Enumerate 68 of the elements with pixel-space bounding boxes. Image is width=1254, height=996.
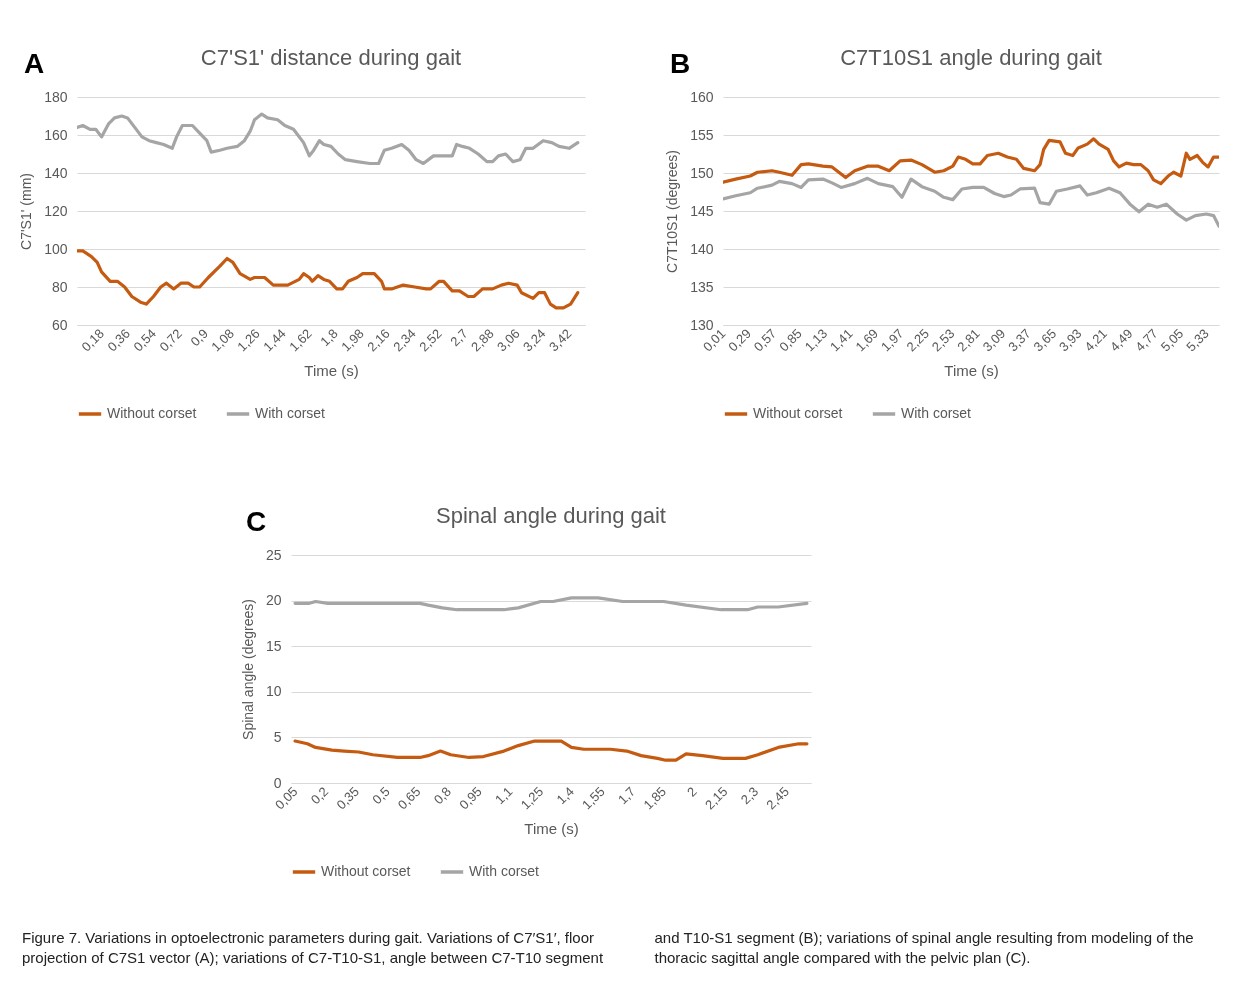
x-axis-title: Time (s) [524,820,579,838]
x-tick-label: 0,72 [156,325,185,355]
x-tick-label: 0,36 [104,325,133,355]
y-tick-label: 135 [690,278,714,295]
y-tick-label: 5 [273,728,282,745]
legend-label: Without corset [321,863,411,879]
x-tick-label: 2 [684,783,700,800]
legend-label: With corset [469,863,540,879]
y-tick-label: 100 [44,240,68,257]
x-tick-label: 1,1 [492,783,516,808]
legend-label: With corset [901,405,972,421]
chart-title: Spinal angle during gait [436,503,666,528]
y-tick-label: 60 [51,316,68,333]
y-tick-label: 120 [44,202,68,219]
y-tick-label: 155 [690,126,714,143]
legend-label: Without corset [107,405,197,421]
x-tick-label: 0,54 [130,325,159,355]
x-tick-label: 1,8 [317,325,341,350]
text: Figure 7. Variations in optoelectronic parameters during gait. Variations of C7′S1′, floor projection of C7S1 vector (A); variations of C7-T10-S1, angle between C7-T10 segment and T10-S1 segment (B); variations of spinal angle resulting from modeling of the thoracic sagittal angle compared with the pelvic plan (C). [22,929,1194,967]
y-tick-label: 140 [690,240,714,257]
x-tick-label: 2,7 [447,325,471,350]
y-axis-title: C7'S1' (mm) [18,173,35,250]
y-axis-title: C7T10S1 (degrees) [664,150,681,273]
y-tick-label: 140 [44,164,68,181]
chart-title: C7'S1' distance during gait [200,45,462,70]
x-tick-label: 2,3 [737,783,762,808]
x-tick-label: 0,29 [725,325,754,355]
y-tick-label: 145 [690,202,714,219]
text: A [24,48,45,80]
x-axis-title: Time (s) [304,362,359,380]
line-series [77,112,580,166]
y-tick-label: 0 [273,774,282,791]
y-tick-label: 15 [265,637,282,654]
y-axis-title: Spinal angle (degrees) [239,599,256,740]
x-tick-label: 0,95 [456,783,485,813]
line-series [77,249,580,310]
y-tick-label: 160 [44,126,68,143]
legend-label: Without corset [753,405,843,421]
x-tick-label: 1,4 [553,783,577,808]
x-tick-label: 0,65 [394,783,424,813]
x-tick-label: 0,8 [430,783,455,808]
x-tick-label: 0,9 [187,325,211,350]
y-tick-label: 130 [690,316,714,333]
x-tick-label: 3,24 [520,325,549,355]
x-tick-label: 3,42 [546,325,575,355]
line-series [293,596,809,612]
x-tick-label: 0,5 [369,783,393,808]
y-tick-label: 20 [265,592,282,609]
y-tick-label: 25 [265,546,282,563]
y-tick-label: 80 [51,278,68,295]
y-tick-label: 160 [690,88,714,105]
y-tick-label: 150 [690,164,714,181]
x-tick-label: 0,2 [307,783,332,808]
x-tick-label: 3,06 [494,325,523,355]
line-series [293,739,809,762]
text: C [246,506,267,538]
chart-title: C7T10S1 angle during gait [840,45,1102,70]
text: B [670,48,691,80]
x-tick-label: 0,18 [78,325,107,355]
line-series [723,176,1219,228]
x-tick-label: 0,35 [333,783,362,813]
y-tick-label: 180 [44,88,68,105]
legend-label: With corset [255,405,326,421]
x-tick-label: 1,7 [614,783,639,808]
line-series [723,137,1219,186]
x-axis-title: Time (s) [944,362,999,380]
x-tick-label: 1,25 [517,783,547,813]
y-tick-label: 10 [265,683,282,700]
